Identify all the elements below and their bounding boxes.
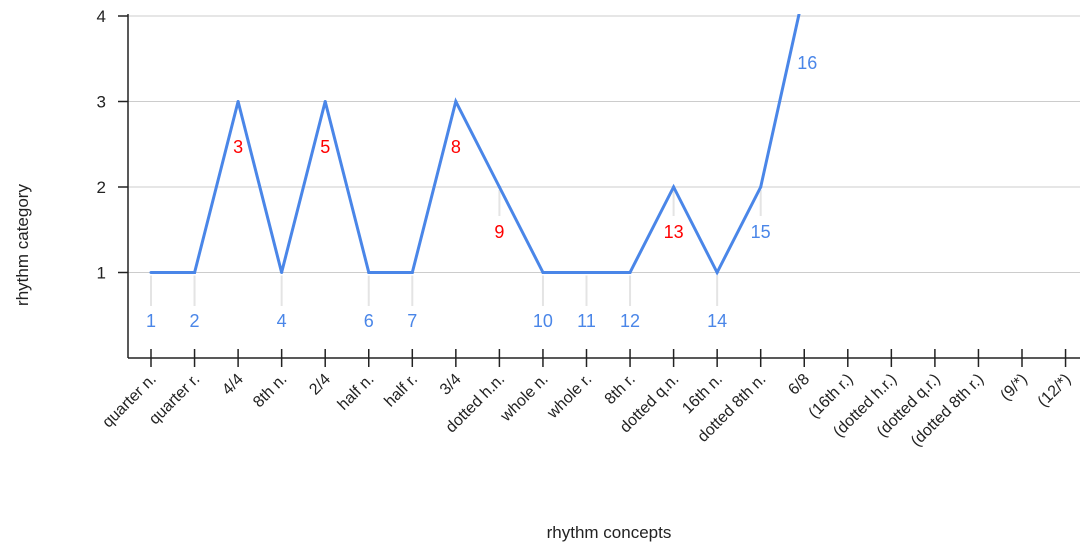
- data-point: [149, 271, 153, 274]
- point-label: 10: [533, 311, 553, 331]
- x-axis-title: rhythm concepts: [547, 523, 672, 542]
- data-point: [193, 271, 197, 274]
- y-tick-label: 4: [97, 7, 106, 26]
- y-tick-label: 1: [97, 264, 106, 283]
- data-point: [759, 185, 763, 189]
- x-tick-label: half n.: [335, 371, 378, 414]
- data-point: [672, 185, 676, 189]
- data-point: [236, 100, 240, 103]
- y-tick-label: 2: [97, 178, 106, 197]
- data-point: [497, 185, 501, 189]
- data-point: [628, 271, 632, 274]
- point-label: 3: [233, 137, 243, 157]
- data-point: [585, 271, 588, 274]
- point-label: 7: [407, 311, 417, 331]
- data-point: [323, 100, 327, 103]
- data-point: [280, 271, 284, 274]
- data-point: [410, 271, 414, 274]
- data-point: [367, 271, 371, 274]
- label-guides: [150, 190, 762, 306]
- x-tick-label: (12/*): [1035, 371, 1075, 411]
- series-area: [149, 14, 801, 276]
- point-label: 9: [494, 222, 504, 242]
- point-label: 15: [751, 222, 771, 242]
- point-label: 2: [190, 311, 200, 331]
- x-tick-label: 8th r.: [602, 371, 639, 408]
- point-label: 11: [577, 311, 596, 331]
- data-point: [715, 271, 719, 274]
- series-line: [151, 14, 801, 276]
- point-label: 6: [364, 311, 374, 331]
- x-tick-label: 4/4: [219, 371, 247, 399]
- x-tick-label: whole r.: [544, 371, 596, 423]
- x-tick-label: (9/*): [997, 371, 1030, 404]
- point-label: 5: [320, 137, 330, 157]
- data-point: [454, 100, 458, 103]
- point-label: 12: [620, 311, 640, 331]
- point-label: 1: [146, 311, 156, 331]
- y-tick-label: 3: [97, 93, 106, 112]
- x-tick-label: whole n.: [497, 371, 552, 426]
- x-tick-label: quarter n.: [99, 371, 159, 431]
- x-tick-label: half r.: [381, 371, 421, 411]
- x-tick-label: 3/4: [437, 371, 465, 399]
- point-label: 8: [451, 137, 461, 157]
- x-tick-label: 6/8: [785, 371, 813, 399]
- point-label: 13: [664, 222, 684, 242]
- x-tick-label: 8th n.: [250, 371, 290, 411]
- point-label: 16: [797, 53, 817, 73]
- data-point: [541, 271, 545, 274]
- point-label: 14: [707, 311, 727, 331]
- point-label: 4: [277, 311, 287, 331]
- x-tick-label: 2/4: [306, 371, 334, 399]
- y-axis-title: rhythm category: [13, 184, 32, 306]
